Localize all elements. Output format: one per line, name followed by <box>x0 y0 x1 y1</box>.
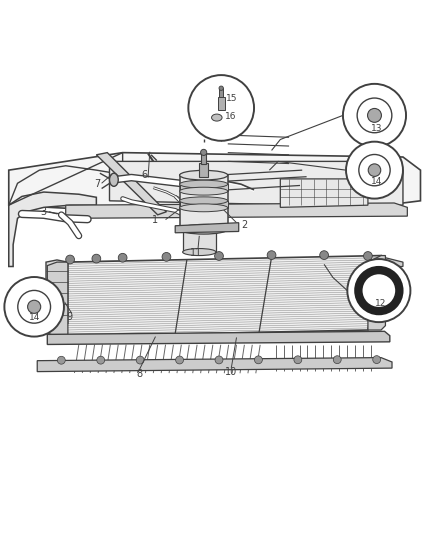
Polygon shape <box>46 260 68 326</box>
Circle shape <box>320 251 328 260</box>
Text: 12: 12 <box>375 299 387 308</box>
Text: 14: 14 <box>28 313 40 322</box>
Circle shape <box>136 356 144 364</box>
Ellipse shape <box>212 114 222 121</box>
Text: 9: 9 <box>66 312 72 322</box>
Circle shape <box>92 254 101 263</box>
Polygon shape <box>110 161 403 205</box>
Polygon shape <box>57 255 381 336</box>
Circle shape <box>219 86 223 91</box>
Ellipse shape <box>180 197 228 205</box>
Polygon shape <box>175 223 239 233</box>
Circle shape <box>346 142 403 199</box>
Ellipse shape <box>180 204 228 212</box>
Polygon shape <box>9 152 420 214</box>
Bar <box>201 154 206 164</box>
Circle shape <box>368 164 381 176</box>
Circle shape <box>357 98 392 133</box>
Text: 16: 16 <box>225 112 237 121</box>
Circle shape <box>201 149 207 156</box>
Circle shape <box>364 252 372 260</box>
Text: 14: 14 <box>371 177 382 186</box>
Polygon shape <box>53 258 403 269</box>
Text: 8: 8 <box>136 369 142 379</box>
Circle shape <box>358 270 399 311</box>
Ellipse shape <box>183 209 216 216</box>
Bar <box>218 97 225 110</box>
Circle shape <box>254 356 262 364</box>
Circle shape <box>28 300 41 313</box>
Circle shape <box>66 255 74 264</box>
Text: 2: 2 <box>241 220 247 230</box>
Text: 15: 15 <box>226 94 238 103</box>
Circle shape <box>188 75 254 141</box>
Text: 11: 11 <box>190 248 202 259</box>
Polygon shape <box>47 332 390 344</box>
Circle shape <box>359 155 390 186</box>
Polygon shape <box>37 358 392 372</box>
Circle shape <box>57 356 65 364</box>
Text: 3: 3 <box>40 207 46 217</box>
Circle shape <box>347 259 410 322</box>
Circle shape <box>176 356 184 364</box>
Polygon shape <box>9 192 96 266</box>
Circle shape <box>97 356 105 364</box>
Polygon shape <box>180 175 228 229</box>
Circle shape <box>18 290 50 323</box>
Polygon shape <box>368 255 385 330</box>
Polygon shape <box>280 179 368 207</box>
Ellipse shape <box>180 187 228 195</box>
Circle shape <box>267 251 276 260</box>
Polygon shape <box>180 201 228 208</box>
Text: 1: 1 <box>152 215 159 224</box>
Ellipse shape <box>183 248 216 255</box>
Circle shape <box>373 356 381 364</box>
Circle shape <box>294 356 302 364</box>
Circle shape <box>4 277 64 336</box>
Circle shape <box>215 252 223 260</box>
Polygon shape <box>180 184 228 191</box>
Text: 10: 10 <box>225 367 237 377</box>
Polygon shape <box>183 212 216 252</box>
Text: 6: 6 <box>141 169 148 180</box>
Bar <box>219 88 223 97</box>
Ellipse shape <box>180 224 228 234</box>
Circle shape <box>118 253 127 262</box>
Bar <box>199 163 208 177</box>
Circle shape <box>367 108 381 123</box>
Ellipse shape <box>110 173 118 187</box>
Text: 13: 13 <box>371 124 382 133</box>
Circle shape <box>162 253 171 261</box>
Polygon shape <box>66 203 407 219</box>
Polygon shape <box>47 262 68 336</box>
Ellipse shape <box>180 180 228 188</box>
Circle shape <box>333 356 341 364</box>
Ellipse shape <box>180 171 228 180</box>
Text: 7: 7 <box>94 179 100 189</box>
Circle shape <box>215 356 223 364</box>
Polygon shape <box>96 152 166 215</box>
Circle shape <box>343 84 406 147</box>
